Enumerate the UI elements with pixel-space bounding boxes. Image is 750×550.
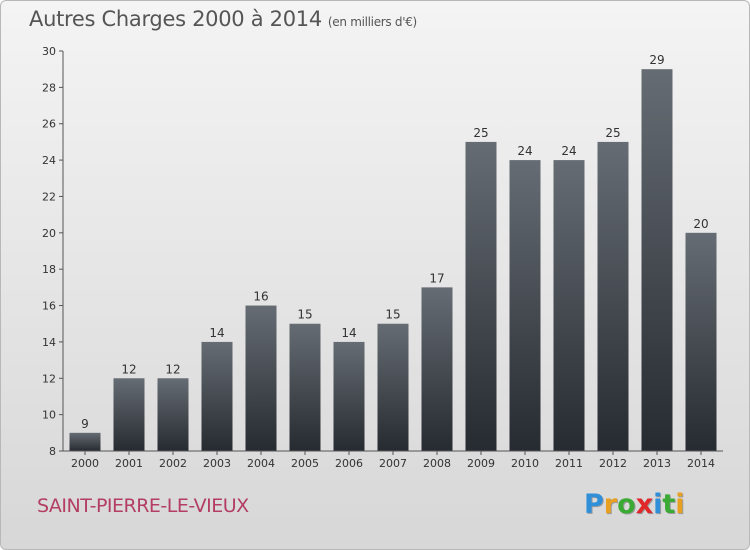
bar-2002 <box>157 378 189 451</box>
x-tick-label: 2004 <box>247 457 275 470</box>
chart-title: Autres Charges 2000 à 2014 (en milliers d… <box>29 7 417 31</box>
x-tick-label: 2013 <box>643 457 671 470</box>
x-tick-label: 2007 <box>379 457 407 470</box>
y-tick-label: 16 <box>42 300 56 313</box>
bar-2007 <box>377 323 409 451</box>
y-tick-label: 8 <box>49 445 56 458</box>
logo-letter: x <box>635 489 654 520</box>
x-tick-label: 2012 <box>599 457 627 470</box>
bar-value-label: 25 <box>473 126 488 140</box>
bar-2006 <box>333 341 365 451</box>
bar-value-label: 14 <box>341 326 356 340</box>
logo-letter: t <box>662 489 676 520</box>
y-axis: 8 10 12 14 16 18 20 22 24 26 28 30 <box>42 45 64 458</box>
x-tick-label: 2009 <box>467 457 495 470</box>
x-tick-label: 2008 <box>423 457 451 470</box>
bar-value-label: 15 <box>385 308 400 322</box>
x-tick-label: 2011 <box>555 457 583 470</box>
chart-title-text: Autres Charges 2000 à 2014 <box>29 7 322 31</box>
logo-letter: i <box>653 489 663 520</box>
bar-value-label: 24 <box>561 144 576 158</box>
bar-2008 <box>421 287 453 451</box>
x-tick-label: 2014 <box>687 457 715 470</box>
x-tick-label: 2003 <box>203 457 231 470</box>
y-tick-label: 10 <box>42 409 56 422</box>
x-tick-label: 2006 <box>335 457 363 470</box>
bar-value-label: 20 <box>693 217 708 231</box>
x-tick-label: 2000 <box>71 457 99 470</box>
bar-2005 <box>289 323 321 451</box>
bar-2011 <box>553 160 585 451</box>
logo-letter: r <box>603 489 618 520</box>
bar-value-label: 14 <box>209 326 224 340</box>
y-tick-label: 14 <box>42 336 56 349</box>
x-tick-label: 2001 <box>115 457 143 470</box>
bar-value-label: 29 <box>649 53 664 67</box>
bar-value-label: 12 <box>165 362 180 376</box>
logo-letter: i <box>675 489 685 520</box>
bars-group: 9 12 12 14 16 15 14 15 17 25 24 24 25 29 20 <box>69 53 717 451</box>
y-tick-label: 26 <box>42 118 56 131</box>
bar-value-label: 24 <box>517 144 532 158</box>
x-tick-label: 2005 <box>291 457 319 470</box>
x-tick-label: 2010 <box>511 457 539 470</box>
logo-letter: P <box>584 489 604 520</box>
bar-value-label: 25 <box>605 126 620 140</box>
chart-subtitle: (en milliers d'€) <box>327 15 417 29</box>
x-tick-label: 2002 <box>159 457 187 470</box>
bar-value-label: 17 <box>429 271 444 285</box>
y-tick-label: 20 <box>42 227 56 240</box>
y-tick-label: 30 <box>42 45 56 58</box>
bar-value-label: 15 <box>297 308 312 322</box>
bar-2010 <box>509 160 541 451</box>
bar-value-label: 12 <box>121 362 136 376</box>
bar-2012 <box>597 141 629 451</box>
bar-2009 <box>465 141 497 451</box>
commune-name: SAINT-PIERRE-LE-VIEUX <box>37 495 249 517</box>
bar-2003 <box>201 341 233 451</box>
bar-2001 <box>113 378 145 451</box>
bar-2014 <box>685 232 717 451</box>
y-tick-label: 24 <box>42 154 56 167</box>
bar-value-label: 16 <box>253 290 268 304</box>
y-tick-label: 28 <box>42 81 56 94</box>
bar-2004 <box>245 305 277 451</box>
bar-value-label: 9 <box>81 417 89 431</box>
proxiti-logo: Proxiti <box>584 489 685 520</box>
logo-letter: o <box>617 489 636 520</box>
y-tick-label: 12 <box>42 372 56 385</box>
y-tick-label: 22 <box>42 190 56 203</box>
x-axis: 2000 2001 2002 2003 2004 2005 2006 2007 2008 2009… <box>63 450 723 470</box>
y-tick-label: 18 <box>42 263 56 276</box>
bar-2013 <box>641 69 673 451</box>
bar-2000 <box>69 432 101 451</box>
